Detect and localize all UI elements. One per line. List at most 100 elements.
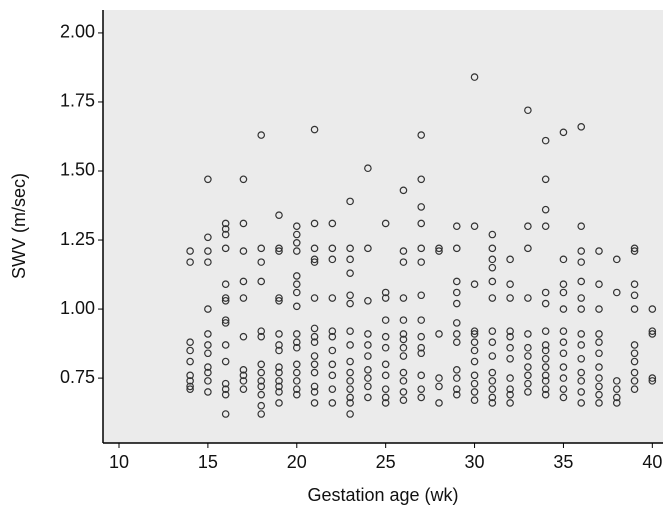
point (275, 363, 283, 371)
point (204, 368, 212, 377)
y-tick-label: 2.00 (60, 22, 95, 42)
point (435, 244, 443, 253)
point (292, 247, 301, 255)
point (595, 305, 603, 313)
point (292, 338, 301, 347)
point (612, 393, 621, 402)
point (381, 316, 390, 324)
point (310, 368, 319, 377)
point (577, 222, 586, 231)
point (524, 352, 532, 360)
point (577, 277, 586, 286)
point (488, 263, 497, 272)
point (559, 374, 568, 382)
point (310, 352, 319, 360)
point (612, 385, 621, 393)
point (541, 371, 550, 380)
point (630, 385, 639, 393)
point (310, 399, 319, 407)
point (328, 255, 337, 264)
point (524, 363, 532, 371)
point (488, 294, 497, 302)
point (346, 299, 354, 308)
point (328, 294, 337, 302)
point (417, 393, 426, 402)
point (470, 388, 479, 396)
point (470, 357, 479, 366)
point (488, 338, 497, 347)
point (488, 327, 497, 335)
point (559, 280, 568, 289)
point (292, 288, 301, 297)
point (417, 244, 426, 253)
point (630, 377, 639, 385)
point (364, 393, 372, 402)
point (470, 327, 479, 335)
point (399, 316, 408, 324)
point (328, 244, 337, 253)
point (310, 125, 319, 134)
point (648, 305, 657, 313)
point (470, 222, 479, 231)
point (559, 363, 568, 371)
point (506, 343, 514, 352)
point (577, 123, 586, 131)
point (257, 401, 266, 410)
point (452, 330, 461, 338)
point (221, 390, 230, 399)
point (612, 399, 621, 407)
point (292, 222, 301, 231)
point (221, 379, 230, 388)
point (381, 294, 390, 302)
point (275, 399, 283, 407)
point (559, 305, 568, 313)
point (470, 379, 479, 388)
point (452, 288, 461, 297)
point (204, 233, 212, 242)
point (346, 393, 354, 402)
point (452, 244, 461, 253)
point (257, 332, 266, 341)
point (541, 205, 550, 214)
point (310, 244, 319, 253)
point (488, 385, 497, 393)
point (577, 399, 586, 407)
point (417, 203, 426, 211)
x-tick-label: 10 (109, 452, 129, 472)
point (275, 382, 283, 391)
point (595, 374, 603, 382)
point (346, 385, 354, 393)
point (186, 247, 194, 255)
point (364, 382, 372, 391)
x-tick-label: 35 (553, 452, 573, 472)
point (524, 106, 532, 115)
point (595, 338, 603, 347)
point (452, 277, 461, 286)
point (186, 338, 194, 347)
point (204, 349, 212, 358)
point (577, 368, 586, 377)
point (612, 255, 621, 264)
point (630, 368, 639, 377)
point (488, 277, 497, 286)
point (381, 219, 390, 228)
point (275, 368, 283, 377)
point (648, 377, 657, 385)
point (559, 327, 568, 335)
point (364, 164, 372, 173)
point (470, 73, 479, 81)
point (399, 377, 408, 385)
point (417, 349, 426, 358)
point (257, 131, 266, 139)
point (417, 316, 426, 324)
point (417, 385, 426, 393)
point (577, 341, 586, 349)
point (470, 280, 479, 289)
point (346, 291, 354, 300)
point (257, 368, 266, 377)
point (292, 302, 301, 311)
point (275, 346, 283, 355)
point (381, 371, 390, 380)
point (221, 357, 230, 366)
point (204, 388, 212, 396)
